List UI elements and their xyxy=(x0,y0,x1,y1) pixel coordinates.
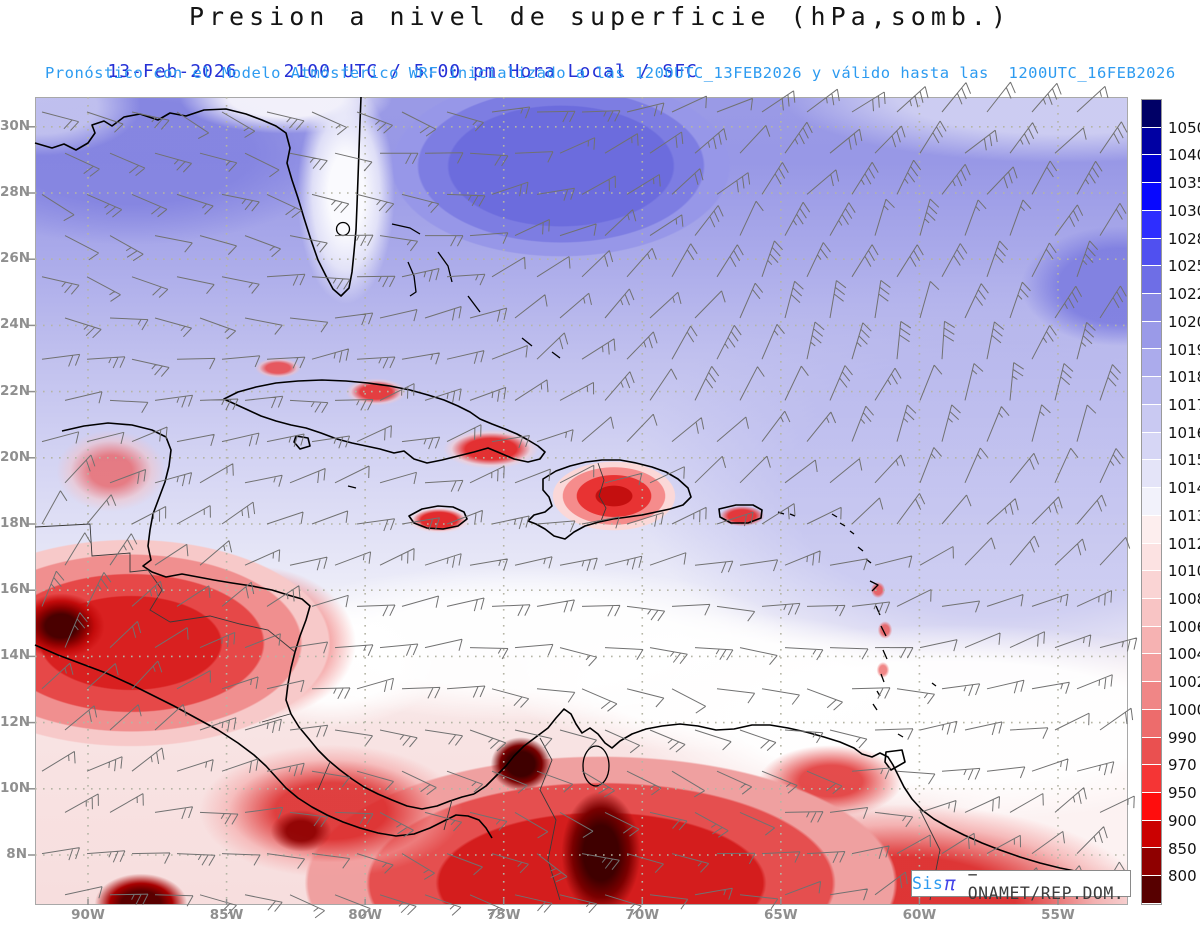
forecast-date: 13-Feb-2026 xyxy=(107,61,238,82)
lon-label-60W: 60W xyxy=(902,907,937,923)
lat-label-26N: 26N xyxy=(0,250,31,267)
colorbar-cell-14 xyxy=(1142,488,1161,515)
colorbar-label-950: 950 xyxy=(1168,784,1197,803)
lon-label-70W: 70W xyxy=(625,907,660,923)
pi-symbol-icon: π xyxy=(944,872,957,895)
colorbar-label-1017: 1017 xyxy=(1168,395,1200,414)
colorbar-cell-3 xyxy=(1142,183,1161,210)
colorbar-cell-16 xyxy=(1142,543,1161,571)
colorbar-label-1020: 1020 xyxy=(1168,312,1200,331)
colorbar-cell-8 xyxy=(1142,321,1161,349)
colorbar-label-970: 970 xyxy=(1168,756,1197,775)
colorbar-label-1035: 1035 xyxy=(1168,174,1200,193)
colorbar-label-1040: 1040 xyxy=(1168,146,1200,165)
model-info-line: Pronóstico con el Modelo Atmósferico WRF… xyxy=(45,64,1176,82)
pressure-shading-field xyxy=(35,97,1128,905)
colorbar-cell-18 xyxy=(1142,598,1161,626)
colorbar-cell-4 xyxy=(1142,210,1161,238)
colorbar-cell-0 xyxy=(1142,100,1161,127)
colorbar-cell-10 xyxy=(1142,377,1161,404)
lon-label-85W: 85W xyxy=(209,907,244,923)
colorbar-label-1016: 1016 xyxy=(1168,423,1200,442)
lon-label-65W: 65W xyxy=(764,907,798,923)
colorbar-label-1019: 1019 xyxy=(1168,340,1200,359)
colorbar-label-800: 800 xyxy=(1168,867,1197,886)
colorbar-cell-1 xyxy=(1142,127,1161,155)
lat-label-18N: 18N xyxy=(0,515,31,531)
colorbar-cell-25 xyxy=(1142,792,1161,820)
lat-label-30N: 30N xyxy=(0,117,31,134)
lat-label-14N: 14N xyxy=(0,647,31,664)
colorbar-label-1010: 1010 xyxy=(1168,562,1200,581)
colorbar-cell-13 xyxy=(1142,460,1161,488)
lat-label-8N: 8N xyxy=(6,846,27,862)
lat-label-12N: 12N xyxy=(0,713,31,730)
colorbar-label-1006: 1006 xyxy=(1168,617,1200,636)
colorbar-label-1015: 1015 xyxy=(1168,451,1200,470)
lon-label-75W: 75W xyxy=(486,907,521,923)
watermark-sis: Sis xyxy=(912,874,944,893)
page-title: Presion a nivel de superficie (hPa,somb.… xyxy=(188,2,1012,31)
colorbar-cell-20 xyxy=(1142,654,1161,682)
colorbar-cell-2 xyxy=(1142,155,1161,183)
colorbar-cell-21 xyxy=(1142,682,1161,709)
colorbar-cell-7 xyxy=(1142,294,1161,321)
colorbar-cell-12 xyxy=(1142,432,1161,460)
colorbar-cell-5 xyxy=(1142,238,1161,266)
colorbar-cell-17 xyxy=(1142,571,1161,598)
colorbar-cell-11 xyxy=(1142,404,1161,432)
lon-label-80W: 80W xyxy=(348,907,382,923)
watermark-agency: − ONAMET/REP.DOM. xyxy=(967,864,1125,903)
colorbar-cell-28 xyxy=(1142,876,1161,903)
colorbar-label-1022: 1022 xyxy=(1168,285,1200,304)
colorbar-cell-9 xyxy=(1142,349,1161,377)
lat-label-24N: 24N xyxy=(0,316,31,333)
colorbar-label-1012: 1012 xyxy=(1168,534,1200,553)
lon-label-55W: 55W xyxy=(1041,907,1075,923)
colorbar-label-1002: 1002 xyxy=(1168,673,1200,692)
lon-label-90W: 90W xyxy=(71,907,105,923)
lat-label-22N: 22N xyxy=(0,382,31,399)
onamet-watermark: Sis π − ONAMET/REP.DOM. xyxy=(911,865,1131,903)
lat-label-28N: 28N xyxy=(0,184,31,200)
colorbar-label-900: 900 xyxy=(1168,811,1197,830)
colorbar-label-1030: 1030 xyxy=(1168,201,1200,220)
colorbar-cell-26 xyxy=(1142,820,1161,848)
forecast-time: 2100 UTC / 5:00 pm Hora Local / SFC xyxy=(283,61,698,82)
colorbar-label-990: 990 xyxy=(1168,728,1197,747)
lat-label-20N: 20N xyxy=(0,448,31,465)
colorbar-label-1025: 1025 xyxy=(1168,257,1200,276)
colorbar-label-1018: 1018 xyxy=(1168,368,1200,387)
pressure-colorbar xyxy=(1141,99,1162,905)
colorbar-label-1050: 1050 xyxy=(1168,118,1200,137)
colorbar-cell-23 xyxy=(1142,737,1161,765)
colorbar-cell-15 xyxy=(1142,515,1161,543)
colorbar-cell-27 xyxy=(1142,848,1161,876)
colorbar-cell-24 xyxy=(1142,765,1161,792)
colorbar-label-1014: 1014 xyxy=(1168,479,1200,498)
colorbar-label-850: 850 xyxy=(1168,839,1197,858)
colorbar-label-1004: 1004 xyxy=(1168,645,1200,664)
colorbar-cell-6 xyxy=(1142,266,1161,294)
lat-label-10N: 10N xyxy=(0,779,31,796)
colorbar-cell-22 xyxy=(1142,709,1161,737)
colorbar-label-1000: 1000 xyxy=(1168,700,1200,719)
datetime-line: 13-Feb-2026 2100 UTC / 5:00 pm Hora Local… xyxy=(60,40,698,103)
colorbar-cell-19 xyxy=(1142,626,1161,654)
lat-label-16N: 16N xyxy=(0,581,31,598)
colorbar-label-1028: 1028 xyxy=(1168,229,1200,248)
colorbar-label-1013: 1013 xyxy=(1168,506,1200,525)
colorbar-label-1008: 1008 xyxy=(1168,590,1200,609)
